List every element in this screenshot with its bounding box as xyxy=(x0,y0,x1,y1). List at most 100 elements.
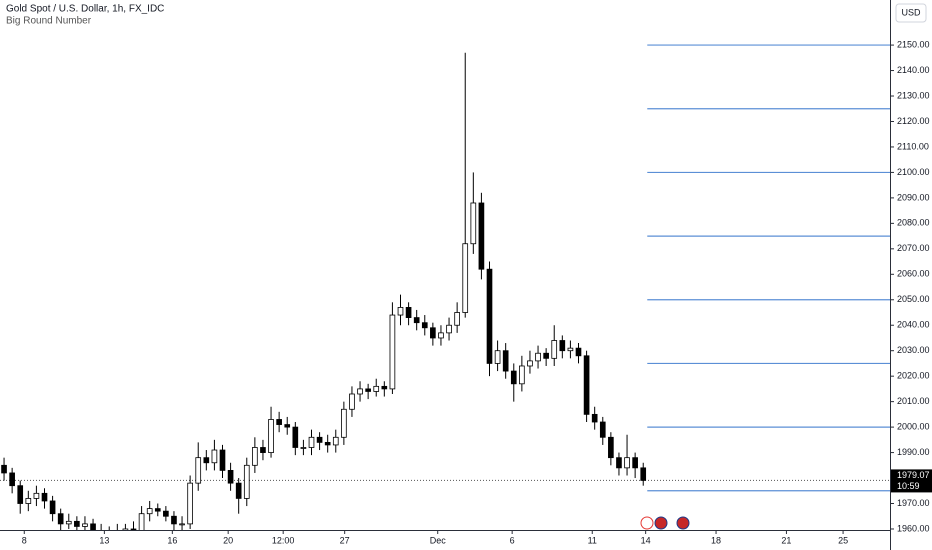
plot xyxy=(0,44,890,530)
candle-body xyxy=(219,449,226,471)
y-tick-label: 2130.00 xyxy=(897,90,930,100)
candle-body xyxy=(486,268,493,364)
candle-body xyxy=(502,350,509,372)
y-tick-label: 2100.00 xyxy=(897,167,930,177)
x-tick-label: 14 xyxy=(641,535,651,545)
candle-body xyxy=(535,352,541,362)
candle-body xyxy=(543,352,549,359)
candle-body xyxy=(292,426,299,448)
candle-body xyxy=(583,355,590,415)
candle-body xyxy=(332,436,339,446)
event-icon xyxy=(654,516,668,530)
candle-body xyxy=(284,424,291,428)
x-tick-label: 6 xyxy=(510,535,515,545)
candle-body xyxy=(243,464,250,499)
candle-body xyxy=(616,457,622,469)
candle-body xyxy=(397,307,404,316)
x-tick-label: 20 xyxy=(223,535,233,545)
x-tick-label: 16 xyxy=(167,535,177,545)
y-tick-label: 2070.00 xyxy=(897,243,930,253)
candle-body xyxy=(252,447,258,466)
last-price-label: 1979.07 xyxy=(897,470,930,480)
candle-body xyxy=(494,350,501,364)
currency-label: USD xyxy=(901,7,921,17)
event-icon xyxy=(676,516,690,530)
candle-body xyxy=(575,347,582,357)
indicator-name: Big Round Number xyxy=(6,16,92,27)
candle-body xyxy=(567,347,574,352)
candle-body xyxy=(122,528,129,530)
candle-body xyxy=(227,470,234,484)
candle-body xyxy=(316,436,323,443)
candle-body xyxy=(405,307,412,318)
x-tick-label: Dec xyxy=(430,535,447,545)
candle-body xyxy=(1,464,7,474)
x-tick-label: 21 xyxy=(781,535,791,545)
candle-body xyxy=(632,457,638,469)
candle-body xyxy=(308,436,315,448)
candle-body xyxy=(510,370,517,385)
candle-body xyxy=(41,492,48,502)
candle-body xyxy=(187,482,193,525)
candle-body xyxy=(551,340,558,359)
chart-title: Gold Spot / U.S. Dollar, 1h, FX_IDC xyxy=(6,4,164,15)
candle-body xyxy=(373,385,380,392)
candle-body xyxy=(49,500,56,515)
candle-body xyxy=(591,413,598,423)
candle-body xyxy=(203,457,210,464)
event-icons xyxy=(640,516,690,530)
x-tick-label: 8 xyxy=(22,535,27,545)
candle-body xyxy=(381,385,388,390)
bar-countdown: 10:59 xyxy=(897,481,920,491)
candle-body xyxy=(421,322,428,329)
candle-body xyxy=(130,528,137,530)
x-tick-label: 11 xyxy=(588,535,597,545)
candle-body xyxy=(462,243,469,313)
currency-button[interactable] xyxy=(895,3,927,23)
y-tick-label: 2020.00 xyxy=(897,371,930,381)
candle-body xyxy=(17,485,24,504)
y-tick-label: 2000.00 xyxy=(897,421,930,431)
candle-body xyxy=(438,332,444,339)
x-tick-label: 13 xyxy=(99,535,109,545)
y-tick-label: 2080.00 xyxy=(897,218,930,228)
candle-body xyxy=(640,467,647,481)
last-price-badge xyxy=(891,469,932,493)
candle-body xyxy=(90,523,96,530)
candle-body xyxy=(65,520,72,525)
x-tick-label: 25 xyxy=(838,535,848,545)
candle-body xyxy=(179,523,185,526)
candle-body xyxy=(357,388,363,395)
candle-body xyxy=(154,508,161,512)
x-tick-label: 18 xyxy=(711,535,721,545)
candle-body xyxy=(365,388,371,392)
candle-body xyxy=(527,360,533,367)
candle-body xyxy=(163,510,169,517)
candle-body xyxy=(599,421,606,438)
y-tick-label: 2110.00 xyxy=(897,141,929,151)
candle-body xyxy=(146,508,153,515)
candle-body xyxy=(349,393,355,410)
y-tick-label: 2060.00 xyxy=(897,269,930,279)
candle-body xyxy=(33,492,40,499)
y-tick-label: 2090.00 xyxy=(897,192,930,202)
candle-body xyxy=(430,327,436,339)
candle-body xyxy=(559,340,566,352)
candle-body xyxy=(82,523,88,527)
x-tick-label: 27 xyxy=(340,535,350,545)
y-tick-label: 2150.00 xyxy=(897,39,930,49)
candle-body xyxy=(624,457,630,469)
candle-body xyxy=(9,472,15,487)
candle-body xyxy=(324,441,331,446)
candle-body xyxy=(300,447,307,449)
candle-body xyxy=(478,202,485,270)
candle-body xyxy=(389,314,396,390)
candle-body xyxy=(171,515,177,525)
candle-body xyxy=(608,436,614,459)
candle-body xyxy=(74,520,80,527)
candle-body xyxy=(519,365,525,385)
candle-body xyxy=(446,324,452,334)
candle-body xyxy=(138,513,145,530)
candle-body xyxy=(235,482,242,499)
